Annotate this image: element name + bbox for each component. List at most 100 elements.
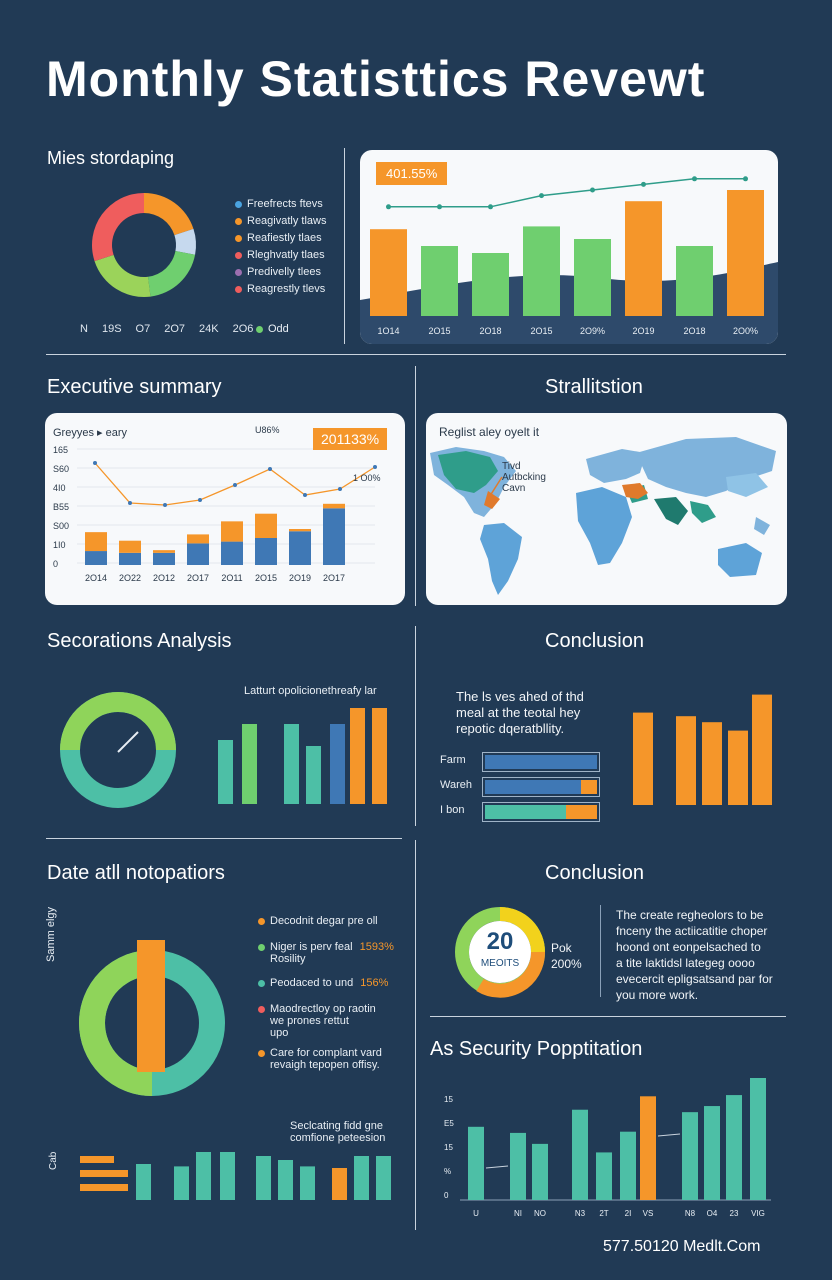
legend-item: Predivelly tlees	[235, 266, 326, 278]
executive-bar-upper	[289, 529, 311, 532]
operations-lower-label: Cab	[48, 1151, 59, 1170]
executive-bar-lower	[153, 552, 175, 565]
donut-segment-4	[92, 193, 144, 262]
top-chart-line	[388, 178, 746, 208]
operations-bar	[278, 1160, 293, 1200]
security-bar-chart: 15 E5 15% 0 U NI NO N3 2T 2I VS N8 O4 23 VIG	[444, 1078, 771, 1218]
sector-bar	[306, 746, 321, 804]
executive-bar-lower	[323, 508, 345, 565]
top-chart-bar	[370, 229, 407, 316]
executive-x-label: 2O22	[119, 573, 141, 583]
operations-bar-chart	[80, 1152, 391, 1200]
world-map-card: Reglist aley oyelt it Tivd Autbcking Cavn	[426, 413, 787, 605]
top-chart-bar	[625, 201, 662, 316]
world-map	[430, 437, 776, 595]
executive-point	[233, 483, 237, 487]
executive-y-tick: 1I0	[53, 540, 66, 550]
map-annotation: Tivd Autbcking Cavn	[502, 461, 546, 494]
executive-x-label: 2O11	[221, 573, 242, 583]
security-x-label: N8	[685, 1209, 696, 1218]
operations-heading: Date atll notopatiors	[47, 862, 225, 884]
executive-x-label: 2O19	[289, 573, 311, 583]
security-y-tick: 15	[444, 1143, 453, 1152]
map-title: Reglist aley oyelt it	[439, 425, 540, 439]
legend-item: Reafiestly tlaes	[235, 232, 326, 244]
sector-bar	[330, 724, 345, 804]
top-chart-point	[743, 176, 748, 182]
progress-bar	[482, 802, 600, 822]
executive-badge: 201133%	[313, 428, 388, 450]
executive-x-label: 2O14	[85, 573, 107, 583]
legend-swatch	[80, 1170, 128, 1177]
executive-bar-lower	[289, 531, 311, 565]
security-x-label: 2I	[625, 1209, 632, 1218]
security-x-label: NO	[534, 1209, 546, 1218]
security-bar	[704, 1106, 720, 1200]
operations-bar	[332, 1168, 347, 1200]
donut-ticks: N 19S O7 2O7 24K 2O6	[80, 323, 267, 335]
operations-bar	[300, 1166, 315, 1200]
top-chart-point	[692, 176, 697, 182]
conclusion-bar	[752, 694, 772, 805]
donut-legend: Freefrects ftevs Reagivatly tlaws Reafiest…	[235, 198, 326, 300]
conclusion2-heading: Conclusion	[545, 862, 644, 884]
executive-bar-upper	[85, 532, 107, 552]
top-chart-bar	[472, 253, 509, 316]
executive-point	[338, 487, 342, 491]
executive-y-tick: 0	[53, 559, 58, 569]
executive-bar-lower	[119, 552, 141, 565]
top-chart-badge: 401.55%	[376, 162, 448, 185]
security-x-label: O4	[707, 1209, 718, 1218]
top-chart-point	[386, 204, 391, 210]
executive-note-top: U86%	[255, 425, 280, 435]
executive-point	[163, 503, 167, 507]
security-bar	[640, 1096, 656, 1200]
executive-point	[303, 493, 307, 497]
executive-bar-upper	[119, 540, 141, 553]
executive-chart-card: 165 S60 4I0 B55 S00 1I0 0 2O14 2O22 2O12 2O17 2O11 2…	[45, 413, 405, 605]
security-connector	[657, 1133, 681, 1137]
security-x-label: 2T	[599, 1209, 608, 1218]
security-y-tick: 0	[444, 1191, 449, 1200]
legend-item: Freefrects ftevs	[235, 198, 326, 210]
top-bar-chart: 1O14 2O15 2O18 2O15 2O9% 2O19 2O18 2O0%	[360, 176, 778, 344]
top-chart-point	[488, 204, 493, 210]
sector-bar	[242, 724, 257, 804]
security-bar	[596, 1152, 612, 1200]
operations-bar	[354, 1156, 369, 1200]
security-bar	[726, 1095, 742, 1200]
executive-point	[268, 467, 272, 471]
top-chart-bar	[574, 239, 611, 316]
sectors-heading: Secorations Analysis	[47, 630, 232, 652]
executive-y-tick: 165	[53, 445, 68, 455]
operations-bar	[136, 1164, 151, 1200]
security-x-label: VS	[643, 1209, 654, 1218]
legend-swatch	[80, 1184, 128, 1191]
gauge-side: Pok 200%	[551, 941, 582, 971]
executive-x-label: 2O17	[323, 573, 345, 583]
security-connector	[485, 1165, 509, 1169]
top-chart-x-label: 2O18	[683, 326, 705, 336]
top-chart-x-label: 2O18	[479, 326, 501, 336]
executive-chart-title: Greyyes ▸ eary	[53, 427, 127, 439]
odd-label: Odd	[256, 323, 289, 335]
executive-bar-upper	[323, 503, 345, 509]
page-title: Monthly Statisttics Revewt	[46, 51, 706, 107]
operations-legend-item: Maodrectloy op raotin we prones rettut upo	[258, 1003, 376, 1039]
top-chart-bar	[523, 226, 560, 316]
legend-swatch	[80, 1156, 114, 1163]
executive-bar-upper	[255, 513, 277, 538]
executive-y-tick: 4I0	[53, 483, 66, 493]
conclusion-bar	[633, 712, 653, 805]
map-heading: Strallitstion	[545, 376, 643, 398]
progress-label: Wareh	[440, 779, 472, 791]
executive-bar-upper	[187, 534, 209, 544]
executive-heading: Executive summary	[47, 376, 222, 398]
top-bar-chart-card: 1O14 2O15 2O18 2O15 2O9% 2O19 2O18 2O0% 401.55%	[360, 150, 778, 344]
conclusion-bar	[676, 716, 696, 805]
executive-point	[93, 461, 97, 465]
executive-bar-upper	[221, 521, 243, 542]
top-chart-x-label: 2O0%	[733, 326, 758, 336]
security-bar	[750, 1078, 766, 1200]
security-bar	[510, 1132, 526, 1200]
